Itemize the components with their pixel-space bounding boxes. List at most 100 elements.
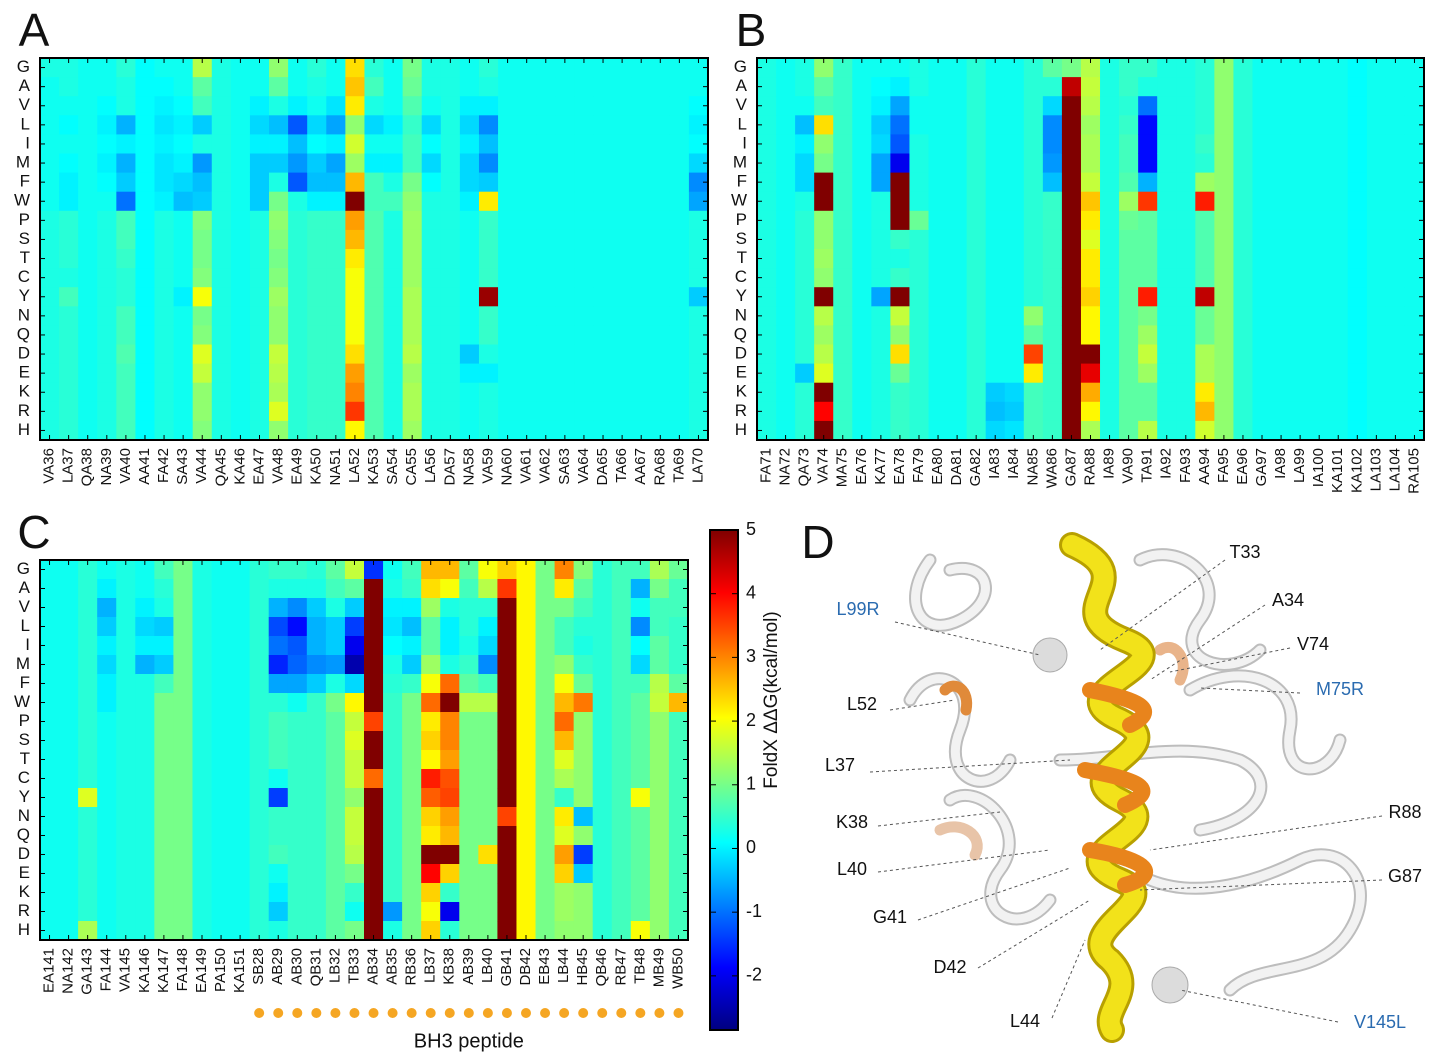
heatmap-cell xyxy=(631,191,652,212)
heatmap-cell xyxy=(383,712,403,732)
heatmap-cell xyxy=(1195,96,1215,116)
heatmap-cell xyxy=(192,382,213,403)
x-tick-label: IA84 xyxy=(1005,448,1022,479)
heatmap-cell xyxy=(1252,58,1272,78)
heatmap-cell xyxy=(135,134,155,154)
y-tick-label: R xyxy=(18,401,30,420)
heatmap-cell xyxy=(459,750,479,770)
heatmap-cell xyxy=(173,172,194,193)
heatmap-cell xyxy=(852,268,872,288)
heatmap-cell xyxy=(1404,382,1425,403)
heatmap-cell xyxy=(1214,172,1234,193)
heatmap-cell xyxy=(776,268,796,288)
heatmap-cell xyxy=(78,617,98,637)
heatmap-cell xyxy=(459,788,479,808)
heatmap-cell xyxy=(498,268,518,288)
x-tick-label: KB38 xyxy=(441,948,458,985)
heatmap-cell xyxy=(344,674,365,694)
heatmap-cell xyxy=(1347,363,1368,384)
heatmap-cell xyxy=(1042,249,1063,269)
heatmap-cell xyxy=(287,731,308,751)
heatmap-cell xyxy=(287,864,308,884)
heatmap-cell xyxy=(1347,229,1368,250)
heatmap-cell xyxy=(173,134,194,154)
heatmap-cell xyxy=(1195,153,1215,173)
heatmap-cell xyxy=(249,134,270,154)
heatmap-cell xyxy=(516,826,536,846)
heatmap-cell xyxy=(593,249,613,269)
residue-label: G41 xyxy=(873,907,907,927)
heatmap-cell xyxy=(688,268,709,288)
heatmap-cell xyxy=(611,902,632,922)
heatmap-cell xyxy=(909,96,929,116)
heatmap-cell xyxy=(40,750,60,770)
heatmap-cell xyxy=(1271,249,1291,269)
heatmap-cell xyxy=(497,731,517,751)
heatmap-cell xyxy=(573,712,594,732)
heatmap-cell xyxy=(402,731,422,751)
heatmap-cell xyxy=(440,115,461,135)
heatmap-cell xyxy=(535,826,555,846)
heatmap-cell xyxy=(631,344,652,364)
heatmap-cell xyxy=(611,560,632,580)
x-tick-label: KA53 xyxy=(365,448,382,485)
heatmap-cell xyxy=(40,210,60,231)
heatmap-cell xyxy=(630,769,651,789)
heatmap-cell xyxy=(1290,401,1311,422)
y-tick-label: L xyxy=(21,114,30,133)
heatmap-cell xyxy=(1138,134,1158,154)
heatmap-cell xyxy=(1138,191,1158,212)
heatmap-cell xyxy=(97,693,117,713)
heatmap-cell xyxy=(909,420,929,441)
heatmap-cell xyxy=(928,77,948,97)
heatmap-cell xyxy=(268,636,289,656)
peptide-marker xyxy=(254,1008,265,1018)
heatmap-cell xyxy=(78,210,98,231)
heatmap-cell xyxy=(383,655,403,675)
heatmap-cell xyxy=(1176,229,1196,250)
heatmap-cell xyxy=(230,636,251,656)
heatmap-cell xyxy=(135,153,155,173)
heatmap-cell xyxy=(364,579,384,599)
heatmap-cell xyxy=(814,420,834,441)
heatmap-cell xyxy=(1385,134,1406,154)
heatmap-cell xyxy=(497,921,517,941)
heatmap-cell xyxy=(344,579,365,599)
heatmap-cell xyxy=(173,636,193,656)
heatmap-cell xyxy=(669,306,690,326)
heatmap-cell xyxy=(1309,382,1330,403)
heatmap-cell xyxy=(497,636,517,656)
x-tick-label: KA147 xyxy=(155,948,172,993)
peptide-marker xyxy=(540,1008,551,1018)
heatmap-cell xyxy=(1366,96,1387,116)
x-tick-label: WB50 xyxy=(669,948,686,989)
heatmap-cell xyxy=(909,77,929,97)
heatmap-cell xyxy=(478,401,499,422)
heatmap-cell xyxy=(173,382,194,403)
heatmap-cell xyxy=(498,420,518,441)
heatmap-cell xyxy=(230,579,251,599)
heatmap-cell xyxy=(814,191,834,212)
heatmap-cell xyxy=(1404,210,1425,231)
heatmap-cell xyxy=(1042,210,1063,231)
heatmap-cell xyxy=(573,769,594,789)
heatmap-cell xyxy=(650,306,671,326)
heatmap-cell xyxy=(135,344,155,364)
heatmap-cell xyxy=(135,731,155,751)
heatmap-cell xyxy=(1347,96,1368,116)
residue-label: A34 xyxy=(1272,590,1304,610)
y-tick-label: C xyxy=(18,267,30,286)
leader-lines xyxy=(869,559,1383,1023)
heatmap-cell xyxy=(459,382,480,403)
heatmap-cell xyxy=(1176,134,1196,154)
heatmap-cell xyxy=(1366,249,1387,269)
heatmap-cell xyxy=(947,344,968,364)
x-tick-label: IA92 xyxy=(1158,448,1175,479)
heatmap-cell xyxy=(498,306,518,326)
heatmap-cell xyxy=(40,731,60,751)
x-tick-label: DA81 xyxy=(948,448,965,486)
heatmap-cell xyxy=(574,229,594,250)
heatmap-cell xyxy=(574,115,594,135)
heatmap-cell xyxy=(497,712,517,732)
heatmap-cell xyxy=(650,210,671,231)
